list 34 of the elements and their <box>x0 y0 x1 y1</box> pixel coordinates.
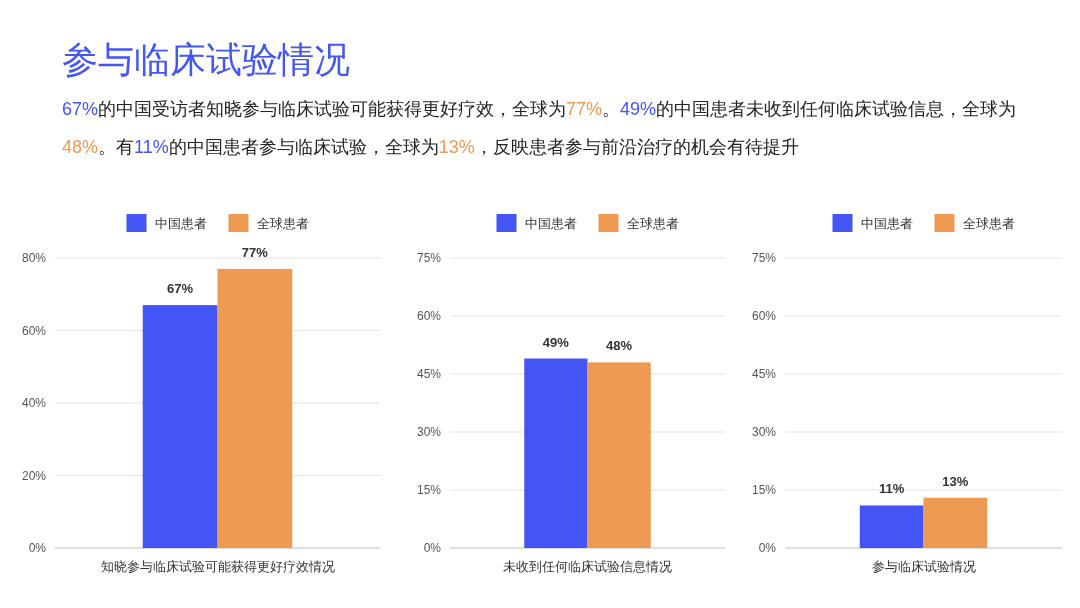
y-tick-label: 15% <box>416 483 442 497</box>
y-tick-label: 60% <box>751 309 777 323</box>
data-label: 13% <box>942 473 969 489</box>
legend-label: 全球患者 <box>626 216 679 231</box>
data-label: 77% <box>241 244 269 260</box>
y-tick-label: 15% <box>751 483 777 497</box>
y-tick-label: 30% <box>416 425 442 439</box>
legend-label: 全球患者 <box>962 216 1015 231</box>
data-label: 11% <box>878 481 905 497</box>
y-tick-label: 60% <box>416 309 442 323</box>
y-tick-label: 20% <box>21 468 47 483</box>
y-tick-label: 45% <box>751 367 777 381</box>
y-tick-label: 30% <box>751 425 777 439</box>
x-tick-label: 知晓参与临床试验可能获得更好疗效情况 <box>100 559 335 574</box>
y-tick-label: 75% <box>416 251 442 265</box>
y-tick-label: 45% <box>416 367 442 381</box>
x-tick-label: 未收到任何临床试验信息情况 <box>503 559 672 574</box>
y-tick-label: 60% <box>21 323 47 338</box>
legend-label: 全球患者 <box>256 216 309 231</box>
legend-label: 中国患者 <box>860 216 913 231</box>
x-tick-label: 参与临床试验情况 <box>871 559 976 574</box>
data-label: 49% <box>542 334 570 350</box>
text: 67%的中国受访者知晓参与临床试验可能获得更好疗效，全球为77%。49%的中国患者未收到任何临床试验信息，全球为48%。有11%的中国患者参与临床试验，全球为13%，反映患者参与前沿治疗的机会有待提升 <box>62 99 1017 157</box>
y-tick-label: 75% <box>751 251 777 265</box>
y-tick-label: 80% <box>21 251 47 265</box>
y-tick-label: 0% <box>758 541 777 555</box>
chart-title: 参与临床试验情况 <box>62 39 350 80</box>
y-tick-label: 0% <box>28 541 47 555</box>
legend-label: 中国患者 <box>154 216 207 231</box>
data-label: 48% <box>606 338 633 354</box>
y-tick-label: 40% <box>21 396 47 410</box>
y-tick-label: 0% <box>423 541 442 555</box>
data-label: 67% <box>167 281 194 297</box>
legend-label: 中国患者 <box>524 216 577 231</box>
